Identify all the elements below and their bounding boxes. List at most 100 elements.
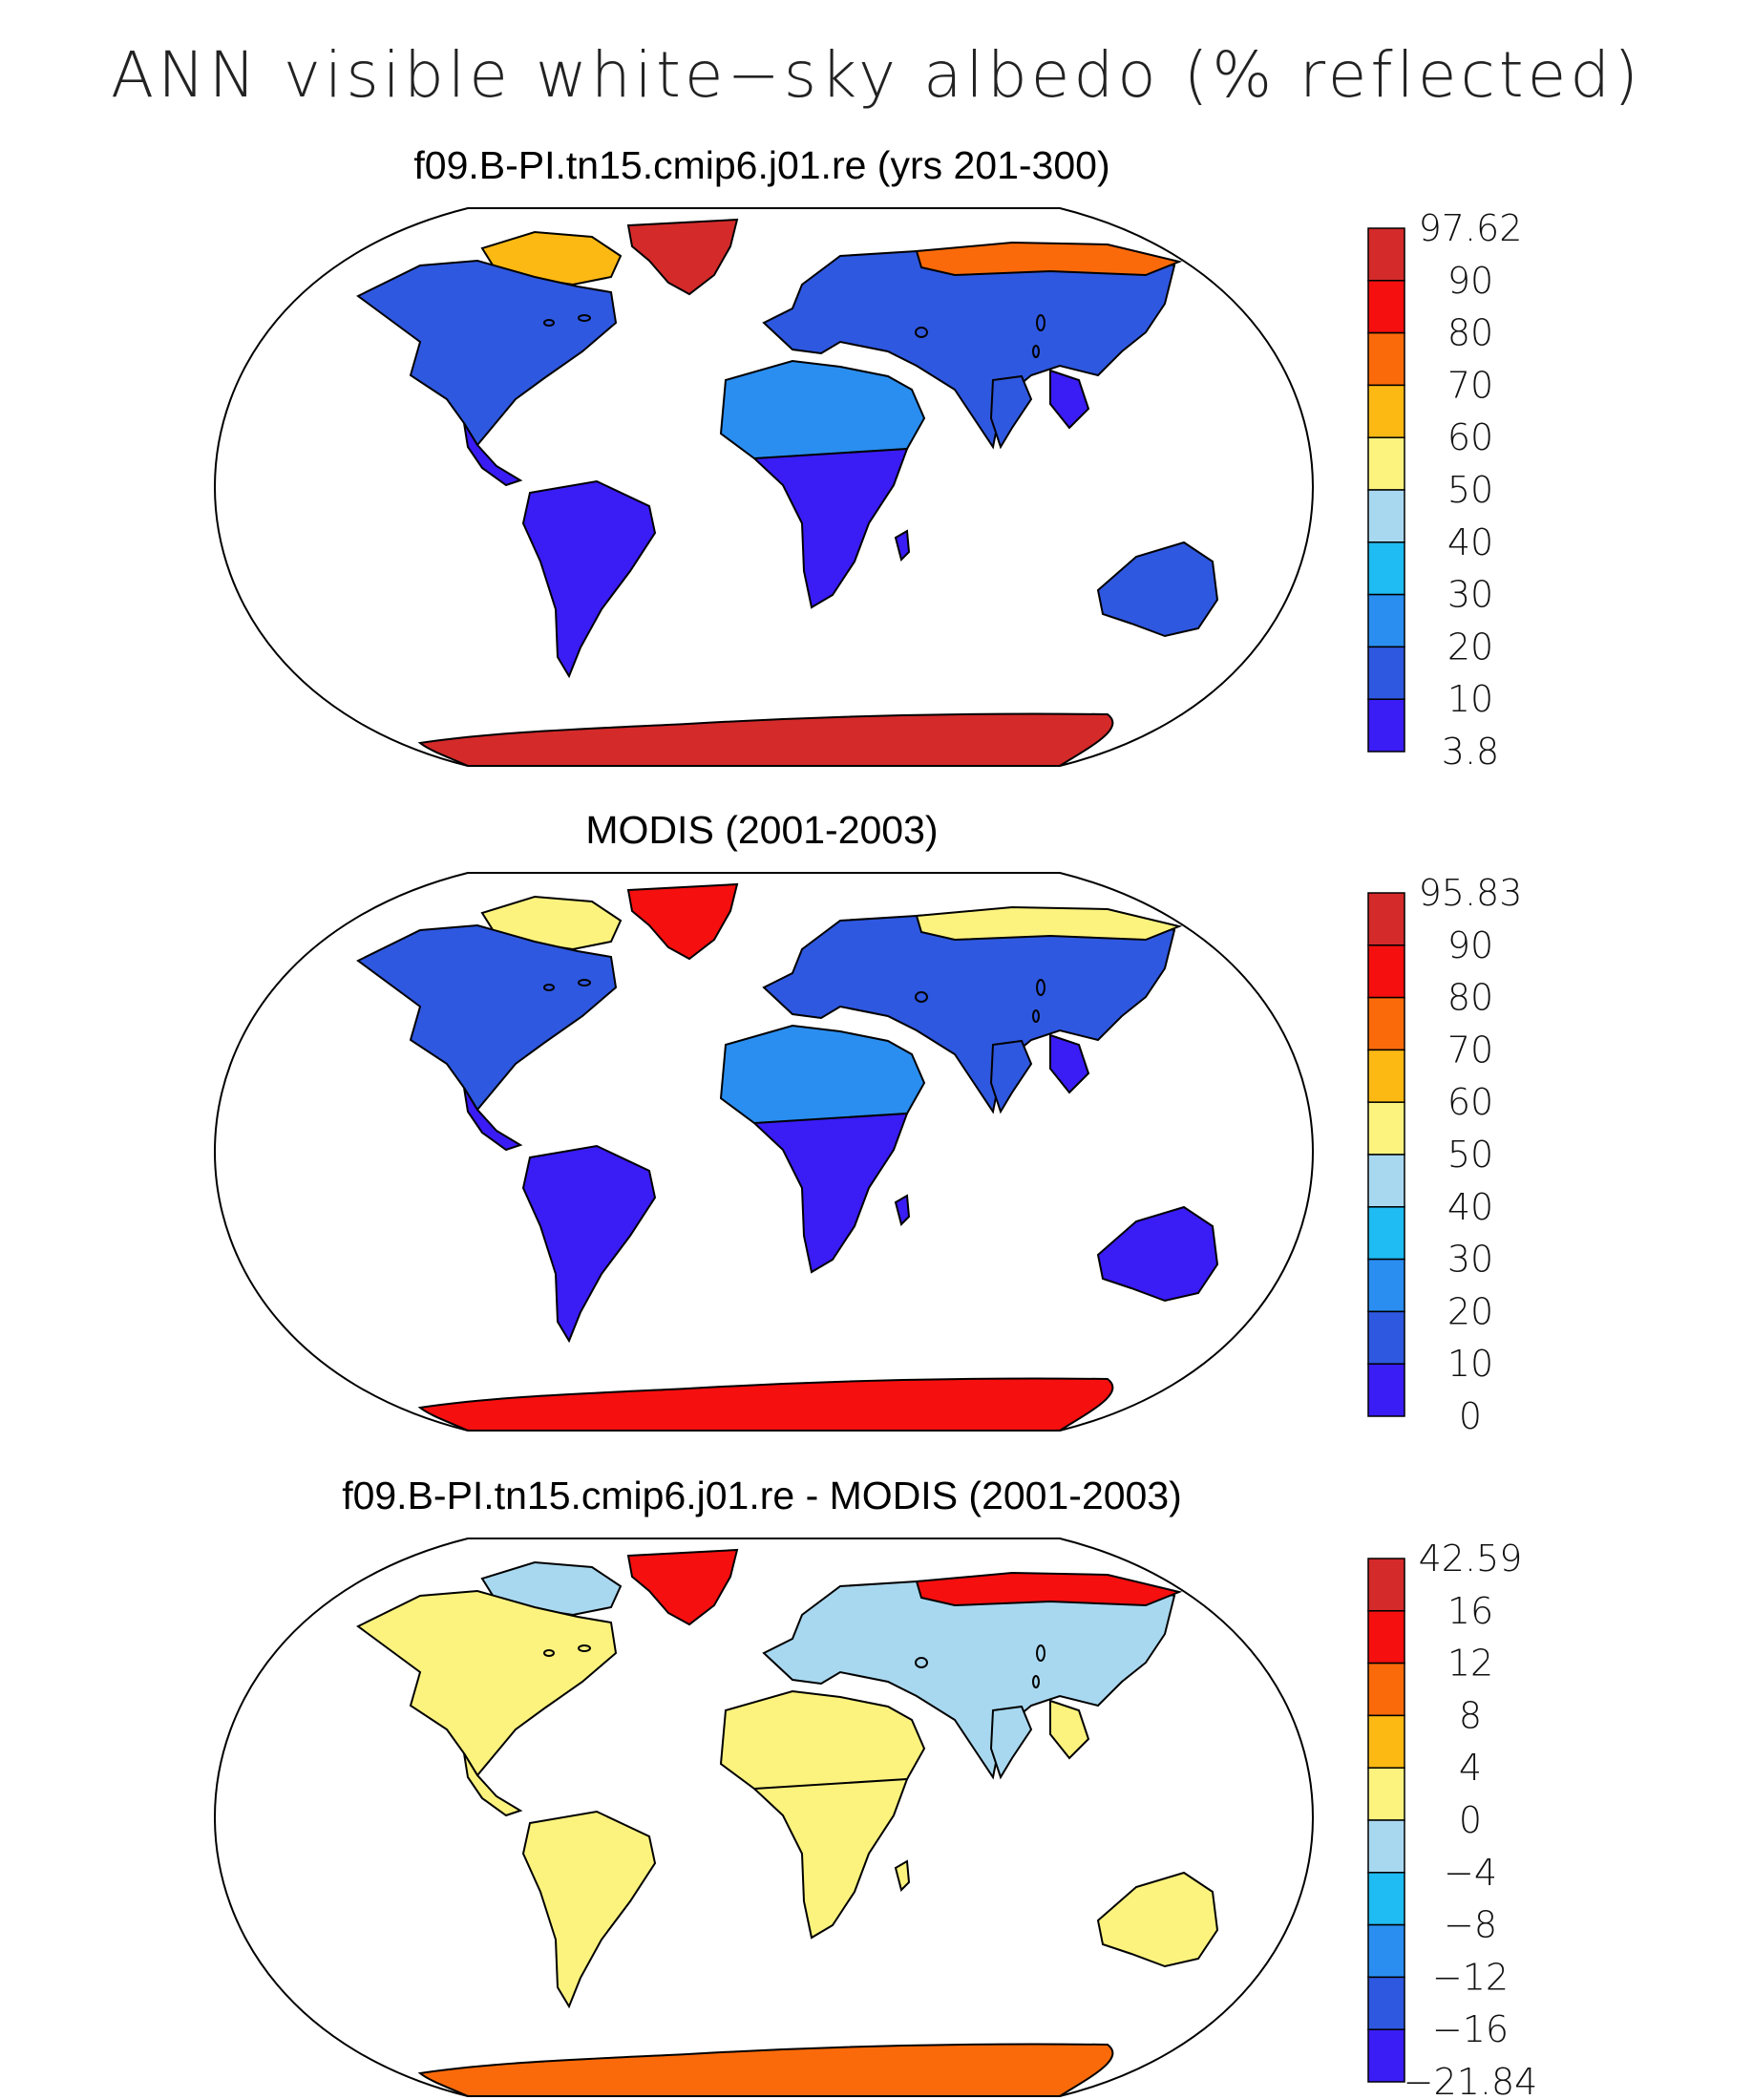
lake-outline-2	[1032, 345, 1040, 358]
map-land-group	[356, 1548, 1219, 2096]
colorbar-box-1	[1367, 944, 1405, 999]
region-siberia-north	[915, 1571, 1183, 1607]
colorbar-label-1: 90	[1447, 260, 1493, 302]
map-boundary	[213, 872, 1315, 1432]
colorbar-obs: 95.83 90 80 70 60 50 40 30 20 10 0	[1367, 872, 1523, 1437]
panel-title-model: f09.B-PI.tn15.cmip6.j01.re (yrs 201-300)	[413, 143, 1110, 187]
colorbar-label-5: 50	[1447, 1134, 1493, 1176]
region-central-america	[463, 1087, 523, 1152]
region-australia	[1096, 541, 1219, 638]
colorbar-label-0: 95.83	[1419, 872, 1523, 914]
colorbar-box-0	[1367, 1558, 1405, 1612]
region-madagascar	[894, 1859, 911, 1892]
region-central-america	[463, 1752, 523, 1817]
map-panel-obs	[213, 872, 1315, 1432]
lake-outline-2	[1032, 1009, 1040, 1023]
region-south-america	[521, 1810, 657, 2009]
panel-title-obs: MODIS (2001-2003)	[585, 808, 939, 852]
lake-outline-3	[578, 979, 591, 986]
region-north-america	[356, 259, 618, 447]
colorbar-label-5: 50	[1447, 469, 1493, 511]
colorbar-box-9	[1367, 2028, 1405, 2083]
colorbar-label-1: 16	[1447, 1590, 1493, 1632]
region-southern-africa	[751, 1777, 909, 1940]
region-north-america	[356, 1589, 618, 1777]
map-boundary	[213, 1538, 1315, 2097]
region-central-america	[463, 422, 523, 487]
region-south-america	[521, 1144, 657, 1344]
colorbar-box-8	[1367, 646, 1405, 700]
colorbar-box-7	[1367, 1258, 1405, 1313]
lake-outline-0	[915, 1657, 928, 1668]
colorbar-label-10: −21.84	[1404, 2061, 1538, 2100]
colorbar-box-6	[1367, 1872, 1405, 1926]
region-southeast-asia	[1049, 1033, 1090, 1094]
map-land-group	[356, 218, 1219, 766]
colorbar-label-9: 10	[1447, 678, 1493, 720]
colorbar-box-8	[1367, 1976, 1405, 2030]
colorbar-label-10: 0	[1459, 1395, 1482, 1437]
colorbar-box-6	[1367, 1206, 1405, 1261]
colorbar-box-2	[1367, 331, 1405, 387]
region-south-america	[521, 479, 657, 679]
colorbar-label-3: 70	[1447, 364, 1493, 406]
colorbar-label-6: 40	[1447, 521, 1493, 563]
region-australia	[1096, 1871, 1219, 1968]
lake-outline-1	[1036, 979, 1045, 996]
colorbar-label-9: −16	[1432, 2008, 1509, 2050]
region-india	[989, 1705, 1033, 1780]
region-southeast-asia	[1049, 369, 1090, 430]
region-eurasia	[762, 244, 1176, 450]
colorbar-box-4	[1367, 1101, 1405, 1156]
region-australia	[1096, 1205, 1219, 1303]
colorbar-box-0	[1367, 227, 1405, 282]
colorbar-label-7: 30	[1447, 1239, 1493, 1281]
colorbar-label-4: 4	[1459, 1747, 1482, 1789]
colorbar-box-5	[1367, 489, 1405, 543]
colorbar-label-2: 80	[1447, 312, 1493, 354]
colorbar-label-7: −8	[1444, 1904, 1497, 1946]
colorbar-box-0	[1367, 892, 1405, 946]
colorbar-box-2	[1367, 1662, 1405, 1717]
colorbar-label-0: 42.59	[1419, 1538, 1523, 1580]
region-sahara	[719, 1024, 926, 1124]
colorbar-label-4: 60	[1447, 416, 1493, 458]
region-madagascar	[894, 1194, 911, 1226]
colorbar-box-1	[1367, 1610, 1405, 1665]
colorbar-box-5	[1367, 1819, 1405, 1874]
region-greenland	[626, 1548, 739, 1626]
region-eurasia	[762, 909, 1176, 1114]
colorbar-label-6: 40	[1447, 1186, 1493, 1228]
region-antarctica	[417, 2043, 1114, 2096]
panel-title-diff: f09.B-PI.tn15.cmip6.j01.re - MODIS (2001…	[342, 1474, 1182, 1517]
colorbar-box-4	[1367, 436, 1405, 491]
lake-outline-4	[543, 984, 555, 991]
colorbar-box-2	[1367, 996, 1405, 1051]
colorbar-label-0: 97.62	[1419, 207, 1523, 249]
colorbar-box-9	[1367, 698, 1405, 753]
colorbar-label-7: 30	[1447, 574, 1493, 616]
colorbar-label-2: 80	[1447, 977, 1493, 1019]
region-antarctica	[417, 712, 1114, 766]
colorbar-box-4	[1367, 1767, 1405, 1821]
colorbar-box-7	[1367, 1923, 1405, 1979]
lake-outline-1	[1036, 314, 1045, 331]
map-panel-diff	[213, 1538, 1315, 2097]
region-india	[989, 374, 1033, 450]
region-southeast-asia	[1049, 1699, 1090, 1760]
colorbar-label-4: 60	[1447, 1081, 1493, 1123]
region-siberia-north	[915, 905, 1183, 942]
colorbar-label-8: 20	[1447, 1290, 1493, 1332]
colorbar-label-9: 10	[1447, 1343, 1493, 1385]
colorbar-box-3	[1367, 1049, 1405, 1103]
lake-outline-0	[915, 991, 928, 1003]
region-india	[989, 1039, 1033, 1114]
colorbar-diff: 42.59 16 12 8 4 0 −4 −8 −12 −16 −21.84	[1367, 1538, 1538, 2100]
colorbar-box-5	[1367, 1154, 1405, 1208]
colorbar-box-3	[1367, 384, 1405, 438]
colorbar-label-3: 70	[1447, 1029, 1493, 1071]
colorbar-box-8	[1367, 1310, 1405, 1365]
lake-outline-3	[578, 314, 591, 322]
lake-outline-2	[1032, 1675, 1040, 1688]
colorbar-box-7	[1367, 593, 1405, 648]
